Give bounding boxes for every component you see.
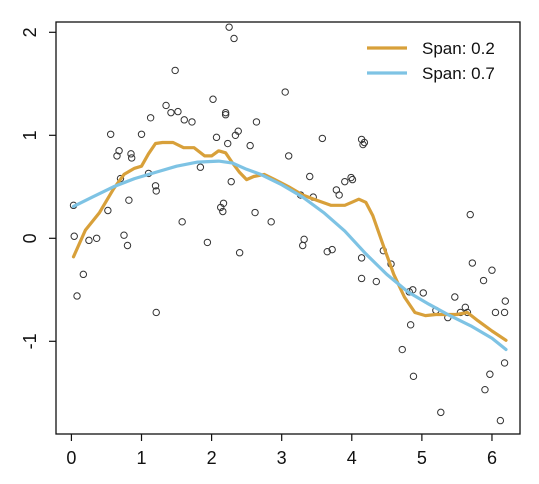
data-point	[328, 245, 336, 254]
data-point	[406, 321, 415, 329]
data-point	[127, 150, 135, 158]
data-point	[488, 266, 496, 274]
data-point	[372, 277, 381, 286]
data-point	[146, 114, 155, 122]
legend-label: Span: 0.2	[422, 39, 495, 58]
data-point	[468, 259, 477, 267]
x-tick-label: 5	[417, 448, 427, 468]
data-point	[230, 34, 238, 43]
data-point	[73, 292, 81, 300]
data-point	[137, 130, 146, 138]
data-point	[151, 182, 160, 190]
data-point	[227, 177, 235, 186]
data-point	[360, 138, 369, 147]
data-point	[70, 232, 78, 240]
data-point	[451, 293, 459, 301]
data-point	[437, 408, 445, 417]
data-point	[152, 308, 160, 317]
data-point	[357, 254, 366, 262]
data-point	[500, 308, 509, 317]
data-point	[251, 208, 259, 217]
data-point	[335, 191, 343, 199]
data-point	[115, 147, 123, 155]
data-point	[127, 154, 136, 162]
data-point	[106, 130, 115, 138]
data-point	[481, 386, 489, 394]
data-point	[347, 173, 355, 182]
data-point	[419, 289, 427, 297]
data-point	[224, 139, 232, 148]
data-point	[246, 141, 254, 150]
data-point	[409, 372, 418, 381]
data-point	[357, 274, 366, 283]
x-tick-label: 0	[66, 448, 76, 468]
data-point	[235, 249, 244, 257]
data-point	[178, 218, 186, 226]
data-point	[171, 66, 179, 75]
data-point	[491, 308, 500, 317]
data-point	[500, 359, 509, 367]
data-point	[341, 177, 349, 186]
data-point	[188, 118, 196, 126]
data-point	[125, 196, 133, 204]
x-tick-label: 2	[207, 448, 217, 468]
y-tick-label: 0	[20, 233, 40, 243]
data-point	[167, 108, 175, 117]
y-tick-label: -1	[20, 333, 40, 349]
data-point	[120, 231, 128, 239]
data-point	[318, 134, 327, 143]
x-tick-label: 6	[487, 448, 497, 468]
data-point	[252, 118, 261, 126]
data-point	[203, 238, 212, 247]
x-axis: 0 1 2 3 4 5 6	[66, 434, 497, 468]
data-point	[212, 133, 221, 142]
data-point	[162, 101, 170, 110]
data-point	[234, 127, 242, 135]
x-tick-label: 4	[347, 448, 357, 468]
y-axis: -1 0 1 2	[20, 27, 56, 349]
data-point	[85, 236, 93, 245]
data-point	[306, 172, 314, 181]
data-point	[285, 152, 293, 160]
data-point	[348, 175, 357, 184]
data-point	[152, 187, 160, 195]
data-points	[69, 23, 509, 425]
data-point	[219, 199, 228, 207]
y-tick-label: 1	[20, 130, 40, 140]
data-point	[219, 207, 227, 216]
plot-frame	[55, 21, 521, 435]
smoothing-lines	[71, 140, 508, 352]
y-tick-label: 2	[20, 27, 40, 37]
legend-label: Span: 0.7	[422, 64, 495, 83]
data-point	[79, 270, 88, 279]
series-line-2	[71, 159, 508, 352]
data-point	[359, 140, 367, 149]
data-point	[221, 108, 230, 117]
x-tick-label: 1	[137, 448, 147, 468]
data-point	[267, 218, 275, 226]
data-point	[398, 345, 406, 354]
data-point	[174, 107, 182, 116]
data-point	[196, 163, 205, 171]
data-point	[486, 370, 494, 378]
data-point	[221, 111, 230, 119]
legend: Span: 0.2 Span: 0.7	[367, 39, 495, 83]
data-point	[225, 23, 233, 31]
data-point	[299, 241, 307, 250]
data-point	[496, 416, 505, 425]
data-point	[323, 247, 331, 256]
data-point	[104, 206, 112, 215]
data-point	[501, 297, 509, 305]
data-point	[281, 88, 289, 96]
data-point	[92, 234, 101, 243]
data-point	[123, 241, 132, 250]
data-point	[466, 210, 474, 219]
data-point	[479, 276, 488, 285]
data-point	[300, 235, 308, 244]
data-point	[180, 116, 188, 124]
data-point	[209, 95, 217, 103]
x-tick-label: 3	[277, 448, 287, 468]
